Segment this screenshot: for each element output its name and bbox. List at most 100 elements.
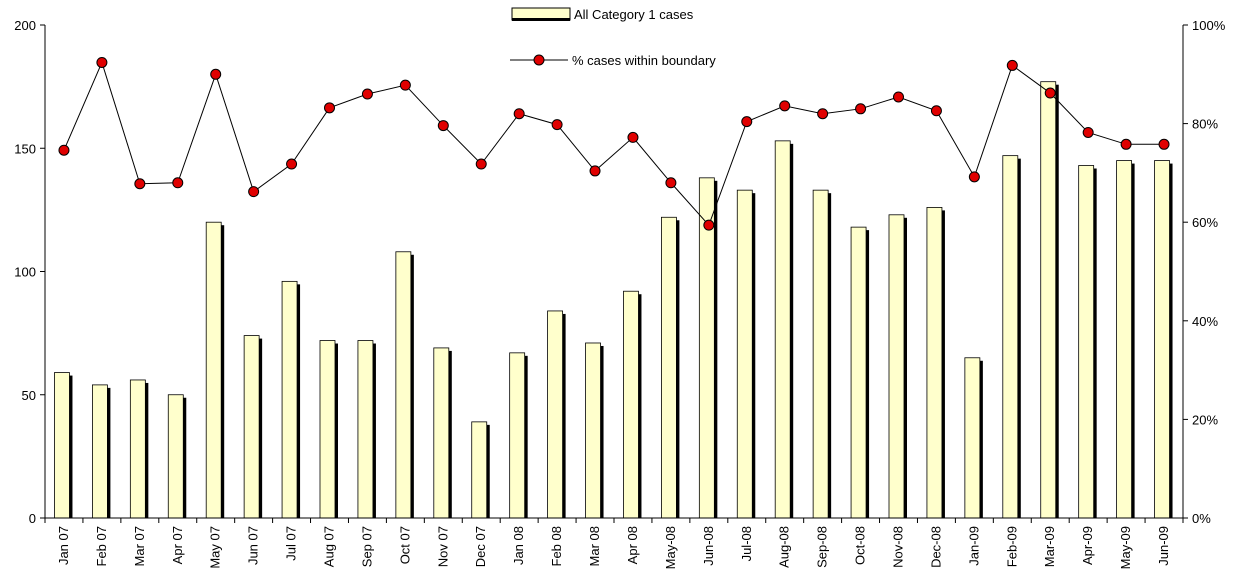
x-tick-label: Oct 07 xyxy=(397,526,412,564)
legend-label-bar: All Category 1 cases xyxy=(574,7,694,22)
x-tick-label: Jan 08 xyxy=(511,526,526,565)
line-point xyxy=(286,158,298,170)
x-tick-label: Jan 07 xyxy=(56,526,71,565)
line-point xyxy=(855,103,867,115)
axes: 0 50 100 150 200 0% 20% 40% 60% 80% 100% Jan 07 Feb … xyxy=(14,18,1225,569)
x-tick-label: May-08 xyxy=(663,526,678,569)
bar xyxy=(1116,160,1132,519)
bar-series xyxy=(54,81,1173,519)
bar xyxy=(964,357,981,519)
bar xyxy=(1154,160,1170,519)
y-left-tick-label: 150 xyxy=(14,141,36,156)
line-point xyxy=(1006,59,1018,71)
bar xyxy=(129,379,146,519)
line-point xyxy=(437,120,449,132)
bar xyxy=(357,340,374,519)
line-point xyxy=(1044,87,1056,99)
x-tick-label: Sep 07 xyxy=(359,526,374,567)
bar xyxy=(54,372,70,519)
bar xyxy=(395,251,412,519)
line-point xyxy=(134,178,146,190)
line-point xyxy=(58,144,70,156)
line-point xyxy=(96,56,108,68)
x-tick-label: Apr-09 xyxy=(1080,526,1095,565)
line-point xyxy=(665,177,677,189)
x-tick-label: Jul-08 xyxy=(739,526,754,561)
line-point xyxy=(817,108,829,120)
bar xyxy=(888,214,905,519)
bar xyxy=(433,347,450,519)
x-tick-label: Aug 07 xyxy=(322,526,337,567)
bar xyxy=(661,216,677,519)
bar xyxy=(547,310,563,519)
x-tick-label: Oct-08 xyxy=(853,526,868,565)
legend: All Category 1 cases % cases within boun… xyxy=(510,7,716,68)
x-tick-label: Jun 07 xyxy=(246,526,261,565)
line-point xyxy=(210,68,222,80)
y-right-tick-label: 100% xyxy=(1192,18,1226,33)
x-tick-label: Sep-08 xyxy=(815,526,830,568)
bar xyxy=(774,140,791,519)
y-right-tick-label: 0% xyxy=(1192,511,1211,526)
line-point xyxy=(968,171,980,183)
y-left-tick-label: 50 xyxy=(22,388,36,403)
bar xyxy=(92,384,108,519)
x-tick-label: Jul 07 xyxy=(284,526,299,561)
line-point xyxy=(627,131,639,143)
line-point xyxy=(930,105,942,117)
bar xyxy=(623,290,639,519)
bar xyxy=(471,421,488,519)
bar xyxy=(1002,155,1019,519)
x-tick-label: Jun-09 xyxy=(1156,526,1171,566)
bar xyxy=(850,226,867,519)
y-right-tick-label: 40% xyxy=(1192,314,1218,329)
x-tick-label: Nov 07 xyxy=(435,526,450,567)
x-tick-label: Nov-08 xyxy=(891,526,906,568)
bar xyxy=(281,280,298,519)
line-series xyxy=(58,56,1170,231)
x-tick-label: Apr 08 xyxy=(625,526,640,564)
bar xyxy=(585,342,601,519)
line-point xyxy=(399,79,411,91)
line-point xyxy=(475,158,487,170)
legend-swatch-bar-shadow xyxy=(512,18,570,21)
x-tick-label: Dec-08 xyxy=(928,526,943,568)
line-point xyxy=(513,108,525,120)
bar xyxy=(167,394,184,519)
line-point xyxy=(1120,138,1132,150)
bar xyxy=(319,340,336,519)
line-point xyxy=(1158,138,1170,150)
line-point xyxy=(741,116,753,128)
y-left-tick-label: 100 xyxy=(14,265,36,280)
x-tick-label: Jun-08 xyxy=(701,526,716,566)
line-point xyxy=(172,177,184,189)
y-left-tick-label: 200 xyxy=(14,18,36,33)
x-tick-label: Mar 07 xyxy=(132,526,147,566)
y-right-tick-label: 80% xyxy=(1192,117,1218,132)
x-tick-label: Mar-09 xyxy=(1042,526,1057,567)
line-point xyxy=(893,91,904,103)
x-tick-label: Feb 07 xyxy=(94,526,109,566)
bar xyxy=(509,352,526,519)
x-tick-label: May 07 xyxy=(208,526,223,569)
x-tick-label: Feb-09 xyxy=(1004,526,1019,567)
line-point xyxy=(589,165,601,177)
bar xyxy=(812,189,829,519)
legend-swatch-marker xyxy=(533,54,545,66)
line-point xyxy=(703,219,715,231)
x-tick-label: Dec 07 xyxy=(473,526,488,567)
x-tick-label: Apr 07 xyxy=(170,526,185,564)
x-tick-label: Mar 08 xyxy=(587,526,602,566)
y-left-tick-label: 0 xyxy=(29,511,36,526)
bar xyxy=(926,207,943,519)
line-point xyxy=(779,100,791,112)
bar xyxy=(736,189,753,519)
legend-label-line: % cases within boundary xyxy=(572,53,716,68)
x-tick-label: Jan-09 xyxy=(966,526,981,566)
y-right-tick-label: 20% xyxy=(1192,412,1218,427)
line-point xyxy=(324,102,335,114)
bar xyxy=(1078,165,1095,519)
bar xyxy=(1040,81,1057,519)
